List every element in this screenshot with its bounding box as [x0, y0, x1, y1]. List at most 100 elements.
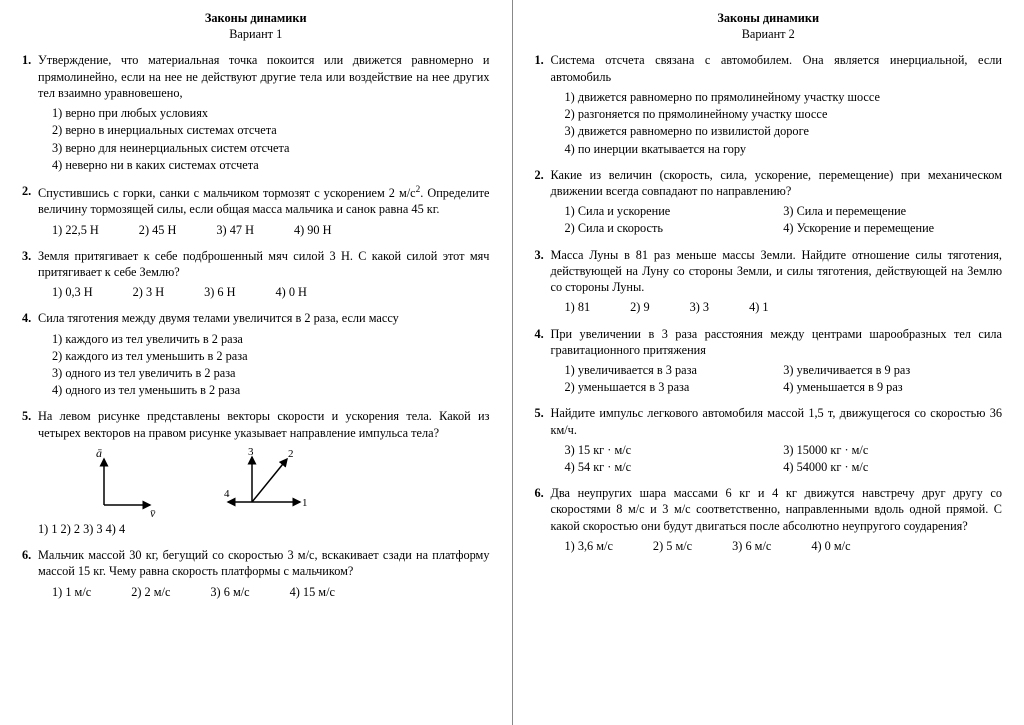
label-v: v̄	[150, 506, 156, 517]
q3-text: Земля притягивает к себе подброшенный мя…	[38, 248, 490, 280]
q2: 2. Спустившись с горки, санки с мальчико…	[22, 183, 490, 238]
title-left: Законы динамики	[22, 10, 490, 26]
r-q1-o1: 1) движется равномерно по прямолинейному…	[565, 89, 1003, 105]
q1-o1: 1) верно при любых условиях	[52, 105, 490, 121]
r-q3-o4: 4) 1	[749, 299, 768, 315]
r-q6-o4: 4) 0 м/с	[811, 538, 850, 554]
r-q5: 5. Найдите импульс легкового автомобиля …	[535, 405, 1003, 475]
r-q2-num: 2.	[535, 167, 551, 183]
r-q1-text: Система отсчета связана с автомобилем. О…	[551, 52, 1003, 84]
title-right: Законы динамики	[535, 10, 1003, 26]
variant-left: Вариант 1	[22, 26, 490, 42]
r-q5-num: 5.	[535, 405, 551, 421]
r-q2: 2. Какие из величин (скорость, сила, уск…	[535, 167, 1003, 237]
r-q2-o3: 3) Сила и перемещение	[783, 203, 1002, 219]
r-q5-o1: 3) 15 кг · м/с	[565, 442, 784, 458]
q5-opts: 1) 1 2) 2 3) 3 4) 4	[38, 521, 490, 537]
q3-num: 3.	[22, 248, 38, 264]
q5-figure: ā v̄ 3 2 1	[82, 447, 490, 517]
vec-3: 3	[248, 447, 254, 458]
r-q3: 3. Масса Луны в 81 раз меньше массы Земл…	[535, 247, 1003, 316]
r-q5-o2: 4) 54 кг · м/с	[565, 459, 784, 475]
q3-o4: 4) 0 Н	[276, 284, 307, 300]
r-q1-opts: 1) движется равномерно по прямолинейному…	[565, 89, 1003, 157]
q2-o1: 1) 22,5 Н	[52, 222, 99, 238]
q4-text: Сила тяготения между двумя телами увелич…	[38, 310, 490, 326]
column-variant-1: Законы динамики Вариант 1 1. Утверждение…	[0, 0, 512, 725]
r-q4-o4: 4) уменьшается в 9 раз	[783, 379, 1002, 395]
r-q5-o4: 4) 54000 кг · м/с	[783, 459, 1002, 475]
r-q6-o1: 1) 3,6 м/с	[565, 538, 613, 554]
r-q1-o4: 4) по инерции вкатывается на гору	[565, 141, 1003, 157]
r-q2-opts: 1) Сила и ускорение 3) Сила и перемещени…	[565, 203, 1003, 236]
q2-num: 2.	[22, 183, 38, 199]
r-q3-text: Масса Луны в 81 раз меньше массы Земли. …	[551, 247, 1003, 296]
r-q6-text: Два неупругих шара массами 6 кг и 4 кг д…	[551, 485, 1003, 534]
q2-o4: 4) 90 Н	[294, 222, 332, 238]
q4-o4: 4) одного из тел уменьшить в 2 раза	[52, 382, 490, 398]
r-q4-text: При увеличении в 3 раза расстояния между…	[551, 326, 1003, 358]
q4-o2: 2) каждого из тел уменьшить в 2 раза	[52, 348, 490, 364]
q2-o2: 2) 45 Н	[139, 222, 177, 238]
q4-num: 4.	[22, 310, 38, 326]
q3-o1: 1) 0,3 Н	[52, 284, 93, 300]
q6-num: 6.	[22, 547, 38, 563]
r-q5-text: Найдите импульс легкового автомобиля мас…	[551, 405, 1003, 437]
vec-2: 2	[288, 448, 294, 460]
r-q1-num: 1.	[535, 52, 551, 68]
r-q4-o3: 3) увеличивается в 9 раз	[783, 362, 1002, 378]
r-q6-opts: 1) 3,6 м/с 2) 5 м/с 3) 6 м/с 4) 0 м/с	[565, 538, 1003, 554]
q4-opts: 1) каждого из тел увеличить в 2 раза 2) …	[52, 331, 490, 399]
r-q6-num: 6.	[535, 485, 551, 501]
r-q3-o3: 3) 3	[690, 299, 709, 315]
q2-opts: 1) 22,5 Н 2) 45 Н 3) 47 Н 4) 90 Н	[52, 222, 490, 238]
q5: 5. На левом рисунке представлены векторы…	[22, 408, 490, 537]
r-q3-o2: 2) 9	[630, 299, 649, 315]
r-q6-o2: 2) 5 м/с	[653, 538, 692, 554]
variant-right: Вариант 2	[535, 26, 1003, 42]
q5-text: На левом рисунке представлены векторы ск…	[38, 408, 490, 440]
q2-text: Спустившись с горки, санки с мальчиком т…	[38, 183, 490, 218]
label-a: ā	[96, 447, 102, 460]
q4: 4. Сила тяготения между двумя телами уве…	[22, 310, 490, 398]
r-q4-o2: 2) уменьшается в 3 раза	[565, 379, 784, 395]
q2-text-a: Спустившись с горки, санки с мальчиком т…	[38, 186, 416, 200]
q1-o4: 4) неверно ни в каких системах отсчета	[52, 157, 490, 173]
q1-o3: 3) верно для неинерциальных систем отсче…	[52, 140, 490, 156]
q6-o1: 1) 1 м/с	[52, 584, 91, 600]
q6-o2: 2) 2 м/с	[131, 584, 170, 600]
r-q2-o1: 1) Сила и ускорение	[565, 203, 784, 219]
r-q4-num: 4.	[535, 326, 551, 342]
q6-o4: 4) 15 м/с	[290, 584, 335, 600]
q3-opts: 1) 0,3 Н 2) 3 Н 3) 6 Н 4) 0 Н	[52, 284, 490, 300]
q4-o1: 1) каждого из тел увеличить в 2 раза	[52, 331, 490, 347]
q6-text: Мальчик массой 30 кг, бегущий со скорост…	[38, 547, 490, 579]
q1: 1. Утверждение, что материальная точка п…	[22, 52, 490, 173]
q6-o3: 3) 6 м/с	[210, 584, 249, 600]
r-q2-o2: 2) Сила и скорость	[565, 220, 784, 236]
r-q3-o1: 1) 81	[565, 299, 591, 315]
r-q6-o3: 3) 6 м/с	[732, 538, 771, 554]
vector-diagram-left: ā v̄	[82, 447, 162, 517]
r-q1: 1. Система отсчета связана с автомобилем…	[535, 52, 1003, 156]
r-q1-o3: 3) движется равномерно по извилистой дор…	[565, 123, 1003, 139]
r-q4-opts: 1) увеличивается в 3 раза 3) увеличивает…	[565, 362, 1003, 395]
q5-num: 5.	[22, 408, 38, 424]
r-q5-opts: 3) 15 кг · м/с 3) 15000 кг · м/с 4) 54 к…	[565, 442, 1003, 475]
r-q3-num: 3.	[535, 247, 551, 263]
r-q6: 6. Два неупругих шара массами 6 кг и 4 к…	[535, 485, 1003, 554]
q1-num: 1.	[22, 52, 38, 68]
vec-1: 1	[302, 497, 308, 509]
column-variant-2: Законы динамики Вариант 2 1. Система отс…	[513, 0, 1024, 725]
q1-o2: 2) верно в инерциальных системах отсчета	[52, 122, 490, 138]
r-q1-o2: 2) разгоняется по прямолинейному участку…	[565, 106, 1003, 122]
r-q2-o4: 4) Ускорение и перемещение	[783, 220, 1002, 236]
q1-text: Утверждение, что материальная точка поко…	[38, 52, 490, 101]
r-q4-o1: 1) увеличивается в 3 раза	[565, 362, 784, 378]
q2-o3: 3) 47 Н	[216, 222, 254, 238]
r-q4: 4. При увеличении в 3 раза расстояния ме…	[535, 326, 1003, 396]
q3-o2: 2) 3 Н	[133, 284, 164, 300]
q6: 6. Мальчик массой 30 кг, бегущий со скор…	[22, 547, 490, 600]
r-q3-opts: 1) 81 2) 9 3) 3 4) 1	[565, 299, 1003, 315]
q1-opts: 1) верно при любых условиях 2) верно в и…	[52, 105, 490, 173]
